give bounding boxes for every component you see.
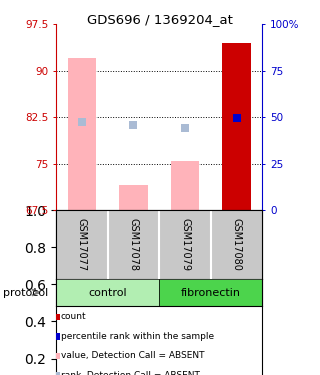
- Text: GSM17080: GSM17080: [232, 218, 242, 271]
- Text: count: count: [61, 312, 86, 321]
- Text: protocol: protocol: [3, 288, 48, 297]
- Point: [79, 118, 84, 124]
- Text: GSM17078: GSM17078: [128, 218, 139, 271]
- Text: fibronectin: fibronectin: [181, 288, 241, 297]
- Text: GSM17077: GSM17077: [77, 218, 87, 271]
- Bar: [56, 279, 159, 306]
- Text: GDS696 / 1369204_at: GDS696 / 1369204_at: [87, 13, 233, 26]
- Bar: [171, 160, 199, 210]
- Point: [234, 116, 239, 122]
- Bar: [119, 185, 148, 210]
- Text: percentile rank within the sample: percentile rank within the sample: [61, 332, 214, 341]
- Point: [182, 125, 188, 131]
- Bar: [68, 58, 96, 210]
- Text: value, Detection Call = ABSENT: value, Detection Call = ABSENT: [61, 351, 204, 360]
- Bar: [222, 43, 251, 210]
- Text: control: control: [88, 288, 127, 297]
- Bar: [159, 279, 262, 306]
- Text: GSM17079: GSM17079: [180, 218, 190, 271]
- Text: rank, Detection Call = ABSENT: rank, Detection Call = ABSENT: [61, 371, 200, 375]
- Point: [131, 122, 136, 128]
